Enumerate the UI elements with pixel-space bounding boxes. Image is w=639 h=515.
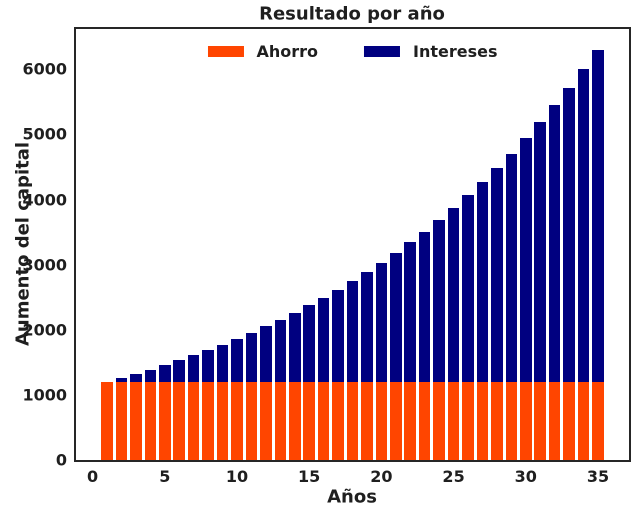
bar-intereses-year-31 [534, 122, 546, 382]
y-tick-label-6000: 6000 [22, 59, 67, 79]
bar-ahorro-year-25 [447, 381, 460, 460]
x-tick-label-25: 25 [442, 467, 465, 486]
bar-ahorro-year-13 [274, 381, 287, 460]
bar-intereses-year-15 [303, 305, 315, 382]
bar-intereses-year-16 [317, 297, 330, 382]
legend-swatch-intereses [364, 46, 401, 57]
bar-ahorro-year-2 [115, 381, 128, 460]
bar-ahorro-year-10 [231, 381, 243, 460]
bar-ahorro-year-34 [577, 381, 590, 460]
bar-ahorro-year-22 [404, 381, 417, 460]
x-tick-label-10: 10 [225, 467, 249, 486]
bar-intereses-year-18 [346, 280, 359, 382]
bar-intereses-year-19 [361, 271, 373, 382]
bars-layer [76, 29, 629, 460]
bar-ahorro-year-12 [260, 381, 272, 460]
y-axis-ticks: 0 1000 2000 3000 4000 5000 6000 [22, 29, 629, 470]
bar-ahorro-year-29 [505, 381, 518, 460]
bar-intereses-year-22 [404, 242, 417, 382]
bar-ahorro-year-32 [548, 381, 561, 460]
bar-intereses-year-32 [548, 105, 561, 382]
bar-intereses-year-8 [202, 350, 214, 382]
bar-intereses-year-30 [519, 138, 532, 382]
y-tick-label-1000: 1000 [22, 385, 67, 405]
y-tick-label-4000: 4000 [22, 190, 67, 210]
bar-intereses-year-20 [375, 262, 388, 382]
x-tick-label-30: 30 [514, 467, 537, 486]
bar-ahorro-year-16 [317, 381, 330, 460]
bar-intereses-year-3 [130, 373, 142, 382]
bar-ahorro-year-21 [390, 381, 402, 460]
bar-ahorro-year-1 [101, 381, 113, 460]
bar-intereses-year-5 [159, 365, 171, 382]
bar-ahorro-year-18 [346, 381, 359, 460]
y-tick-label-2000: 2000 [22, 320, 67, 340]
bar-intereses-year-21 [390, 252, 402, 382]
bar-ahorro-year-26 [462, 381, 474, 460]
bar-ahorro-year-5 [159, 381, 171, 460]
bar-intereses-year-14 [288, 312, 301, 382]
bar-intereses-year-6 [173, 360, 185, 382]
legend-label-ahorro: Ahorro [256, 42, 319, 61]
bar-ahorro-year-19 [361, 381, 373, 460]
bar-ahorro-year-7 [187, 381, 200, 460]
bar-ahorro-year-4 [144, 381, 157, 460]
bar-intereses-year-34 [577, 69, 590, 382]
bar-intereses-year-24 [433, 220, 445, 382]
bar-ahorro-year-24 [433, 381, 445, 460]
bar-intereses-year-11 [245, 332, 258, 382]
bar-intereses-year-29 [505, 153, 518, 382]
y-tick-label-0: 0 [55, 450, 67, 470]
bar-ahorro-year-15 [303, 381, 315, 460]
legend: Ahorro Intereses [207, 42, 498, 61]
bar-intereses-year-25 [447, 208, 460, 382]
bar-ahorro-year-9 [216, 381, 229, 460]
bar-ahorro-year-30 [519, 381, 532, 460]
bar-ahorro-year-20 [375, 381, 388, 460]
bar-intereses-year-7 [187, 355, 200, 382]
y-axis-label: Aumento del capital [12, 141, 34, 347]
y-tick-label-5000: 5000 [22, 124, 67, 144]
legend-item-ahorro: Ahorro [207, 42, 318, 61]
x-tick-label-20: 20 [370, 467, 393, 486]
legend-swatch-ahorro [207, 46, 244, 57]
legend-item-intereses: Intereses [364, 42, 498, 61]
x-tick-label-0: 0 [87, 467, 99, 486]
bar-ahorro-year-17 [332, 381, 344, 460]
bar-intereses-year-17 [332, 289, 344, 382]
chart-title: Resultado por año [259, 3, 445, 25]
bar-ahorro-year-35 [592, 381, 604, 460]
bar-intereses-year-35 [592, 49, 604, 382]
bar-intereses-year-26 [462, 195, 474, 382]
x-axis-ticks: 0 5 10 15 20 25 30 35 [76, 29, 629, 486]
bar-ahorro-year-6 [173, 381, 185, 460]
bar-intereses-year-23 [418, 231, 431, 382]
bar-ahorro-year-31 [534, 381, 546, 460]
x-axis-label: Años [327, 486, 377, 508]
bar-ahorro-year-3 [130, 381, 142, 460]
bar-intereses-year-27 [476, 182, 489, 382]
bar-ahorro-year-28 [491, 381, 503, 460]
bar-intereses-year-28 [491, 168, 503, 382]
bar-intereses-year-4 [144, 369, 157, 382]
x-tick-label-35: 35 [586, 467, 610, 486]
bar-ahorro-year-27 [476, 381, 489, 460]
bar-ahorro-year-33 [563, 381, 575, 460]
bar-ahorro-year-11 [245, 381, 258, 460]
legend-label-intereses: Intereses [413, 42, 498, 61]
bar-intereses-year-10 [231, 338, 243, 382]
plot-area: 0 5 10 15 20 25 30 35 0 1000 2000 3000 4000 5000 6000… [22, 27, 631, 486]
bar-intereses-year-12 [260, 326, 272, 382]
x-tick-label-5: 5 [159, 467, 171, 486]
bar-intereses-year-33 [563, 87, 575, 382]
y-tick-label-3000: 3000 [22, 255, 67, 275]
bar-ahorro-year-23 [418, 381, 431, 460]
bar-intereses-year-9 [216, 344, 229, 382]
bar-intereses-year-2 [115, 377, 128, 382]
bar-ahorro-year-14 [288, 381, 301, 460]
bar-ahorro-year-8 [202, 381, 214, 460]
x-tick-label-15: 15 [298, 467, 321, 486]
bar-intereses-year-13 [274, 319, 287, 382]
